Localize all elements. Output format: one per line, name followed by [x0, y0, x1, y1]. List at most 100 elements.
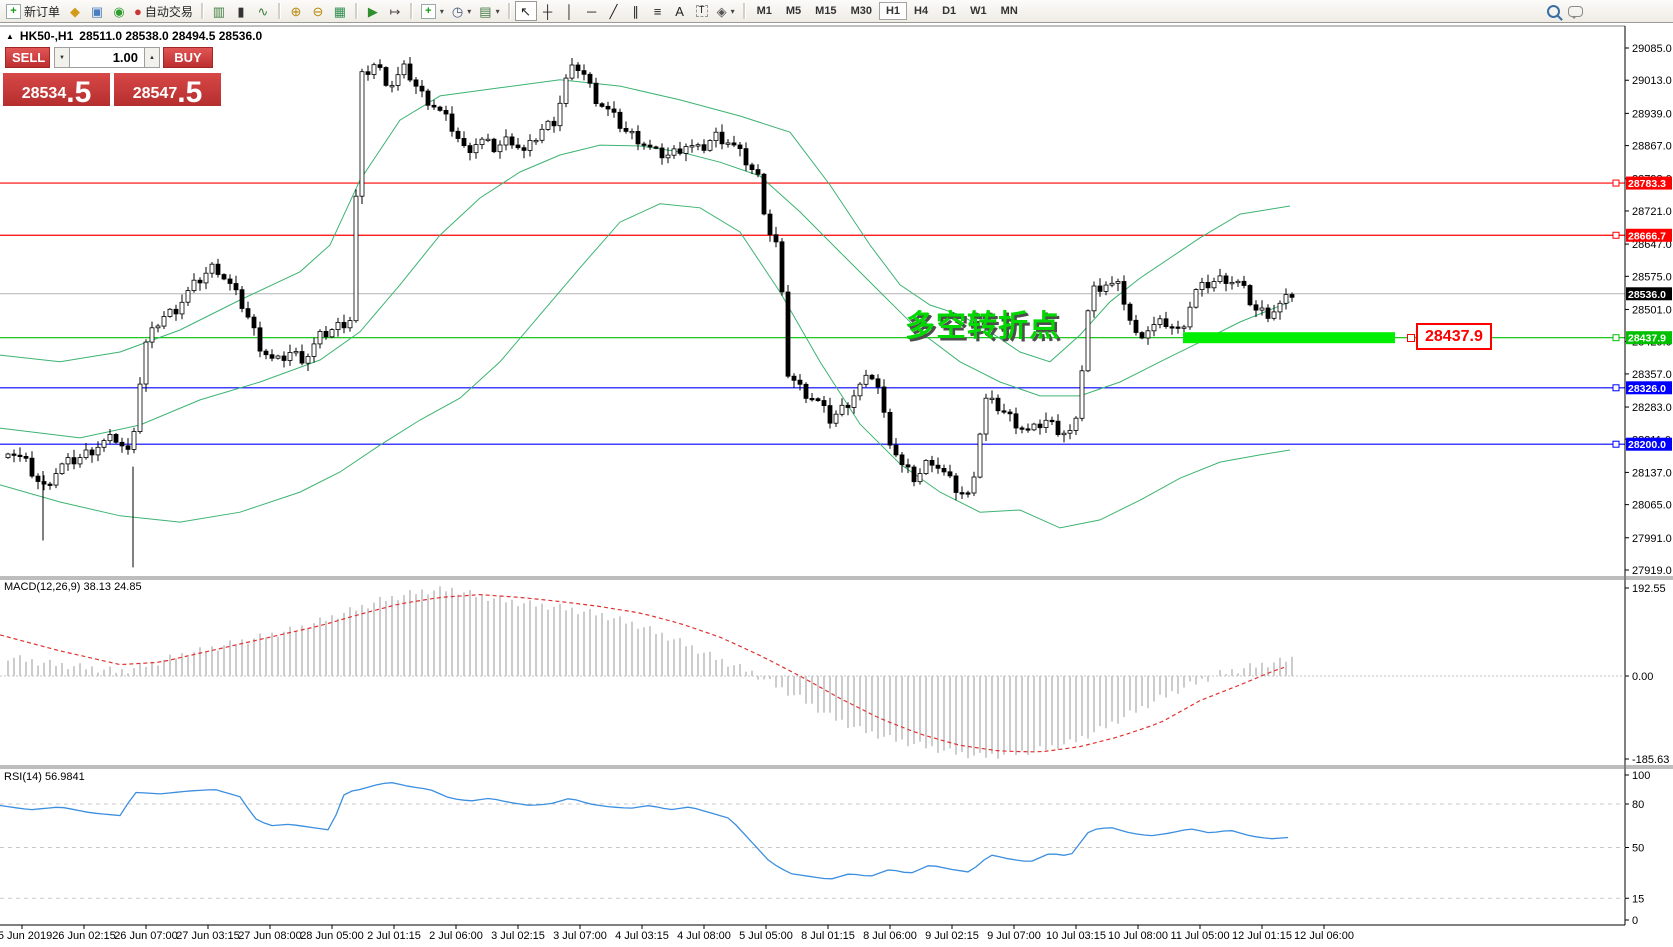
market-watch-button[interactable]: ◆ — [64, 1, 86, 21]
chat-button[interactable] — [1564, 1, 1587, 21]
trendline-icon: ╱ — [609, 3, 618, 19]
timeframe-m15-button[interactable]: M15 — [808, 2, 843, 20]
candlestick-button[interactable]: ▮ — [230, 1, 252, 21]
zoom-in-button[interactable]: ⊕ — [285, 1, 307, 21]
chart-canvas[interactable]: 29085.029013.028939.028867.028793.028721… — [0, 23, 1673, 947]
tile-windows-icon: ▦ — [333, 3, 347, 19]
rsi-label: RSI(14) 56.9841 — [4, 771, 85, 783]
timeframe-m1-button[interactable]: M1 — [750, 2, 779, 20]
volume-increase-button[interactable]: ▲ — [144, 47, 160, 68]
current-price-tag-text: 28536.0 — [1628, 289, 1666, 301]
price-tag-28326 — [1626, 381, 1672, 395]
price-tick-label: 28065.0 — [1632, 500, 1672, 512]
timeframe-mn-button[interactable]: MN — [994, 2, 1025, 20]
time-axis-label: 12 Jul 06:00 — [1294, 930, 1354, 942]
indicators-icon: + — [420, 3, 436, 19]
time-axis-label: 10 Jul 08:00 — [1108, 930, 1168, 942]
horizontal-line-button[interactable]: ─ — [581, 1, 603, 21]
buy-button[interactable]: BUY — [163, 47, 213, 68]
profile-icon: ▣ — [90, 3, 104, 19]
market-watch-icon: ◆ — [70, 3, 81, 19]
volume-spinner: ▼ 1.00 ▲ — [54, 47, 160, 68]
bar-chart-button[interactable]: ▥ — [208, 1, 230, 21]
text-icon: A — [675, 3, 684, 19]
sell-price[interactable]: 28534.5 — [3, 73, 110, 107]
buy-price[interactable]: 28547.5 — [114, 73, 221, 107]
vertical-line-button[interactable]: │ — [559, 1, 581, 21]
timeframe-m30-button[interactable]: M30 — [844, 2, 879, 20]
search-button[interactable] — [1542, 1, 1564, 21]
chat-icon — [1568, 5, 1583, 19]
macd-histogram — [7, 586, 1293, 759]
bollinger-lower-band — [0, 203, 1291, 529]
signal-button[interactable]: ◉ — [108, 1, 130, 21]
signal-icon: ◉ — [113, 3, 125, 19]
text-button[interactable]: A — [669, 1, 691, 21]
toolbar-separator — [200, 3, 204, 19]
tile-windows-button[interactable]: ▦ — [329, 1, 351, 21]
cursor-icon: ↖ — [520, 3, 532, 19]
chart-shift-button[interactable]: ↦ — [384, 1, 406, 21]
rsi-tick-label: 100 — [1632, 770, 1650, 782]
volume-value[interactable]: 1.00 — [70, 47, 144, 68]
arrows-button[interactable]: ◈ ▾ — [713, 1, 739, 21]
chevron-down-icon[interactable]: ▾ — [439, 6, 444, 16]
templates-button[interactable]: ▤ ▾ — [475, 1, 503, 21]
price-tag-28666.7-text: 28666.7 — [1628, 230, 1666, 242]
new-order-button[interactable]: + 新订单 — [2, 1, 64, 21]
zoom-out-button[interactable]: ⊖ — [307, 1, 329, 21]
callout-anchor-icon — [1407, 334, 1415, 342]
channel-button[interactable]: ∥ — [625, 1, 647, 21]
price-tag-28666.7 — [1626, 228, 1672, 242]
macd-signal-line — [0, 593, 1285, 753]
highlight-bar[interactable] — [1183, 332, 1395, 344]
time-axis-label: 26 Jun 07:00 — [114, 930, 178, 942]
price-tick-label: 28575.0 — [1632, 271, 1672, 283]
line-chart-button[interactable]: ∿ — [252, 1, 274, 21]
profile-button[interactable]: ▣ — [86, 1, 108, 21]
bar-chart-icon: ▥ — [212, 3, 226, 19]
crosshair-button[interactable]: ┼ — [537, 1, 559, 21]
timeframe-m5-button[interactable]: M5 — [779, 2, 808, 20]
auto-scroll-button[interactable]: ▶ — [362, 1, 384, 21]
time-axis-label: 4 Jul 08:00 — [677, 930, 731, 942]
timeframe-h4-button[interactable]: H4 — [907, 2, 935, 20]
periods-button[interactable]: ◷ ▾ — [448, 1, 475, 21]
annotation-text[interactable]: 多空转折点 — [905, 310, 1060, 343]
fibonacci-button[interactable]: ≡ — [647, 1, 669, 21]
timeframe-h1-button[interactable]: H1 — [878, 2, 908, 20]
toolbar-separator — [409, 3, 413, 19]
macd-label: MACD(12,26,9) 38.13 24.85 — [4, 581, 142, 593]
collapse-arrow-icon[interactable]: ▲ — [6, 31, 14, 41]
price-tick-label: 27919.0 — [1632, 565, 1672, 577]
chart-shift-icon: ↦ — [389, 3, 401, 19]
autotrade-button[interactable]: ● 自动交易 — [130, 1, 197, 21]
bollinger-upper-band — [0, 79, 1291, 363]
timeframe-d1-button[interactable]: D1 — [935, 2, 963, 20]
timeframe-w1-button[interactable]: W1 — [963, 2, 994, 20]
zoom-out-icon: ⊖ — [312, 3, 324, 19]
volume-decrease-button[interactable]: ▼ — [54, 47, 70, 68]
price-tag-28666.7-anchor — [1612, 231, 1620, 239]
price-tick-label: 28283.0 — [1632, 402, 1672, 414]
price-callout[interactable]: 28437.9 — [1416, 323, 1492, 351]
rsi-tick-label: 50 — [1632, 843, 1644, 855]
search-icon — [1546, 4, 1560, 18]
chevron-down-icon[interactable]: ▾ — [730, 6, 735, 16]
indicators-button[interactable]: + ▾ — [417, 1, 448, 21]
time-axis-label: 10 Jul 03:15 — [1046, 930, 1106, 942]
chevron-down-icon[interactable]: ▾ — [495, 6, 500, 16]
price-tag-28437.9-text: 28437.9 — [1628, 333, 1666, 345]
sell-button[interactable]: SELL — [5, 47, 50, 68]
zoom-in-icon: ⊕ — [290, 3, 302, 19]
cursor-button[interactable]: ↖ — [514, 1, 537, 21]
bollinger-middle-band — [0, 144, 1291, 439]
price-tick-label: 27991.0 — [1632, 533, 1672, 545]
price-tag-28200-text: 28200.0 — [1628, 439, 1666, 451]
rsi-tick-label: 15 — [1632, 893, 1644, 905]
price-tag-28326-text: 28326.0 — [1628, 383, 1666, 395]
chevron-down-icon[interactable]: ▾ — [467, 6, 472, 16]
trendline-button[interactable]: ╱ — [603, 1, 625, 21]
chart-window[interactable]: 29085.029013.028939.028867.028793.028721… — [0, 23, 1673, 947]
text-label-button[interactable]: T — [691, 1, 713, 21]
